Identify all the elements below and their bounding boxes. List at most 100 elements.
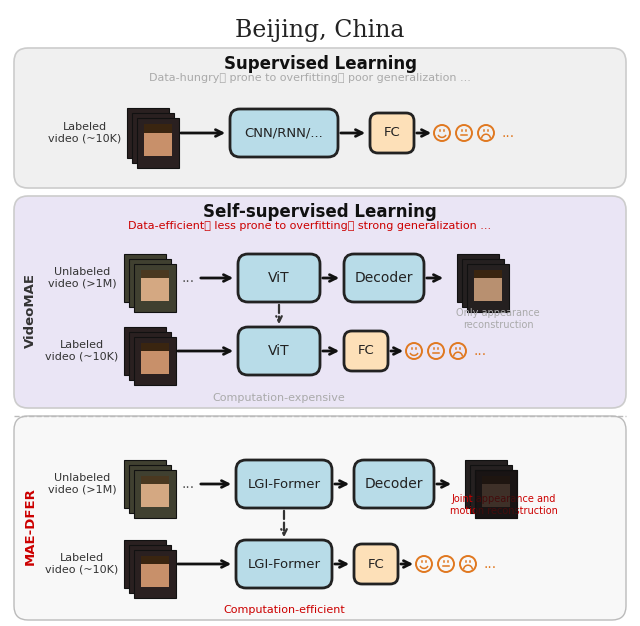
Bar [465,460,507,508]
Bar [474,270,502,282]
FancyBboxPatch shape [236,540,332,588]
Bar [134,550,176,598]
Text: ...: ... [501,126,515,140]
Text: MAE-DFER: MAE-DFER [24,487,36,565]
Bar [141,351,169,374]
Text: FC: FC [358,344,374,357]
Bar [472,466,500,478]
Bar [136,560,164,582]
Bar [140,128,166,151]
Bar [131,269,159,291]
Bar [457,254,499,302]
Bar [474,279,502,301]
FancyBboxPatch shape [14,48,626,188]
Bar [477,480,505,502]
Bar [124,540,166,588]
Bar [136,274,164,296]
Text: Decoder: Decoder [365,477,423,491]
Bar [131,475,159,497]
Bar [462,259,504,307]
Text: ...: ... [483,557,497,571]
Bar [475,470,517,518]
Text: Decoder: Decoder [355,271,413,285]
Bar [475,470,517,518]
Bar [134,470,176,518]
Bar [140,119,166,131]
Text: ViT: ViT [268,271,290,285]
Bar [129,545,171,593]
Text: Data-hungry、 prone to overfitting、 poor generalization ...: Data-hungry、 prone to overfitting、 poor … [149,73,471,83]
Text: Unlabeled
video (>1M): Unlabeled video (>1M) [48,267,116,289]
Bar [136,471,164,483]
Text: Joint appearance and
motion reconstruction: Joint appearance and motion reconstructi… [450,494,558,516]
Text: LGI-Former: LGI-Former [248,478,321,491]
Bar [129,259,171,307]
Text: Beijing, China: Beijing, China [236,19,404,41]
Bar [145,133,172,156]
Bar [136,265,164,277]
Bar [131,341,159,364]
Text: Computation-efficient: Computation-efficient [223,605,345,615]
Bar [136,551,164,563]
Bar [134,114,162,126]
Bar [131,555,159,577]
Text: Self-supervised Learning: Self-supervised Learning [203,203,437,221]
FancyBboxPatch shape [344,331,388,371]
Text: FC: FC [367,558,385,570]
Text: ...: ... [181,271,195,285]
Bar [124,327,166,375]
Text: ...: ... [181,477,195,491]
Text: Labeled
video (~10K): Labeled video (~10K) [49,122,122,144]
Bar [465,260,492,272]
Bar [124,254,166,302]
FancyBboxPatch shape [354,460,434,508]
FancyBboxPatch shape [238,254,320,302]
Bar [127,108,169,158]
Bar [483,485,509,507]
Bar [467,264,509,312]
Bar [129,465,171,513]
Text: LGI-Former: LGI-Former [248,558,321,570]
Text: Data-efficient、 less prone to overfitting、 strong generalization ...: Data-efficient、 less prone to overfittin… [129,221,492,231]
Bar [134,264,176,312]
FancyBboxPatch shape [354,544,398,584]
Bar [137,118,179,168]
FancyBboxPatch shape [344,254,424,302]
Bar [134,337,176,385]
Text: Computation-expensive: Computation-expensive [212,393,346,403]
Bar [483,476,509,488]
Bar [477,471,505,483]
Text: ...: ... [474,344,486,358]
Bar [141,565,169,587]
Bar [134,123,162,146]
Bar [141,270,169,282]
Bar [470,465,512,513]
Bar [131,333,159,345]
Text: Supervised Learning: Supervised Learning [223,55,417,73]
FancyBboxPatch shape [14,416,626,620]
Bar [124,460,166,508]
Text: Labeled
video (~10K): Labeled video (~10K) [45,553,118,575]
FancyBboxPatch shape [238,327,320,375]
Bar [131,260,159,272]
Bar [141,343,169,355]
Text: FC: FC [383,126,401,140]
Bar [136,338,164,350]
Bar [469,274,497,296]
FancyBboxPatch shape [230,109,338,157]
Text: CNN/RNN/...: CNN/RNN/... [244,126,323,140]
Text: Unlabeled
video (>1M): Unlabeled video (>1M) [48,473,116,495]
Bar [141,485,169,507]
Bar [131,466,159,478]
Bar [145,124,172,136]
FancyBboxPatch shape [14,196,626,408]
Text: ViT: ViT [268,344,290,358]
Text: Only appearance
reconstruction: Only appearance reconstruction [456,308,540,330]
Text: Labeled
video (~10K): Labeled video (~10K) [45,340,118,362]
FancyBboxPatch shape [370,113,414,153]
Bar [465,269,492,291]
Bar [136,346,164,369]
Bar [136,480,164,502]
Bar [132,113,174,163]
FancyBboxPatch shape [236,460,332,508]
